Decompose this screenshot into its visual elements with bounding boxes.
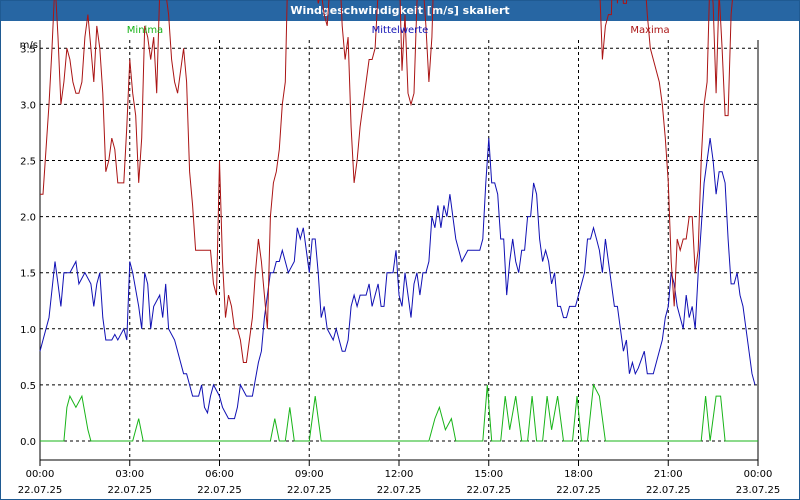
x-tick-date: 23.07.25 [736,485,781,496]
y-tick-label: 1.0 [20,325,36,336]
y-tick-label: 2.0 [20,213,36,224]
grid [40,40,758,460]
x-tick-date: 22.07.25 [18,485,63,496]
x-tick-time: 12:00 [385,469,414,480]
x-tick-time: 03:00 [115,469,144,480]
series-line-mittelwerte [39,138,756,420]
legend-entry-maxima: Maxima [630,25,669,36]
x-tick-time: 00:00 [26,469,55,480]
x-tick-time: 18:00 [564,469,593,480]
x-tick-time: 00:00 [744,469,773,480]
x-tick-date: 22.07.25 [377,485,422,496]
x-tick-date: 22.07.25 [556,485,601,496]
x-tick-date: 22.07.25 [287,485,332,496]
x-tick-time: 21:00 [654,469,683,480]
series-lines [39,0,758,442]
x-tick-date: 22.07.25 [646,485,691,496]
x-tick-time: 15:00 [474,469,503,480]
legend: Minima Mittelwerte Maxima [127,25,670,36]
x-tick-date: 22.07.25 [107,485,152,496]
y-tick-label: 1.5 [20,269,36,280]
y-tick-label: 3.5 [20,44,36,55]
y-tick-label: 0.0 [20,437,36,448]
legend-entry-minima: Minima [127,25,163,36]
series-line-minima [40,383,758,442]
series-line-maxima [40,0,733,363]
y-tick-label: 0.5 [20,381,36,392]
x-tick-date: 22.07.25 [466,485,511,496]
y-tick-label: 3.0 [20,100,36,111]
y-axis-unit: m/s [20,40,38,51]
legend-entry-mittelwerte: Mittelwerte [372,25,429,36]
x-tick-time: 09:00 [295,469,324,480]
x-tick-date: 22.07.25 [197,485,242,496]
x-tick-time: 06:00 [205,469,234,480]
y-tick-label: 2.5 [20,157,36,168]
axes: 0.00.51.01.52.02.53.03.54.04.55.05.56.06… [18,40,781,496]
